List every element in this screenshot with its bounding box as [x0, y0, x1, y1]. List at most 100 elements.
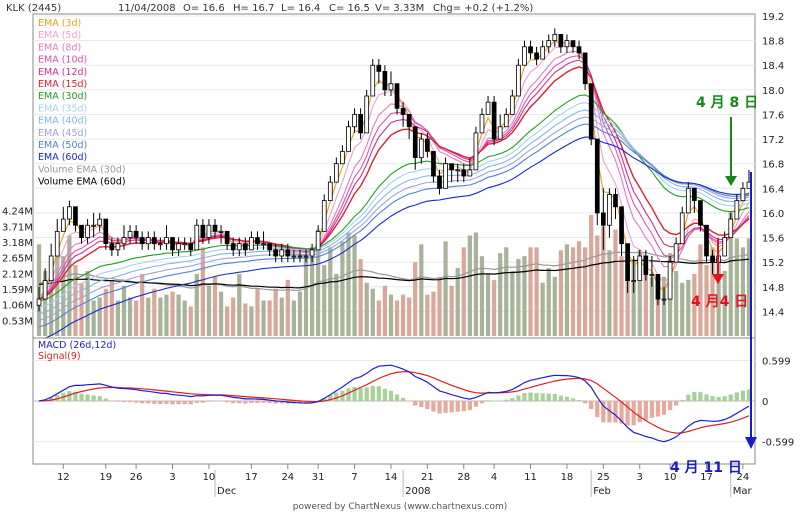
candle-body	[158, 243, 163, 246]
macd-tick-label: 0	[762, 397, 768, 408]
macd-histogram-bar	[176, 401, 181, 405]
macd-histogram-bar	[140, 401, 145, 404]
macd-histogram-bar	[182, 401, 187, 405]
volume-bar	[431, 291, 436, 336]
candle-body	[473, 132, 479, 171]
macd-histogram-bar	[206, 401, 212, 402]
volume-bar	[194, 273, 199, 336]
macd-histogram-bar	[455, 401, 460, 412]
volume-bar	[376, 300, 381, 336]
candle-body	[151, 237, 157, 245]
x-tick-label: 14	[385, 472, 398, 483]
candle-body	[479, 114, 485, 134]
candle-body	[619, 206, 624, 245]
volume-bar	[710, 247, 715, 336]
legend-entry: EMA (15d)	[38, 79, 87, 90]
volume-bar	[570, 247, 576, 336]
x-tick-label: 3	[169, 472, 175, 483]
volume-bar	[728, 211, 733, 336]
macd-histogram-bar	[570, 398, 576, 401]
candle-body	[425, 138, 430, 152]
macd-histogram-bar	[431, 401, 436, 412]
candle-body	[139, 237, 145, 245]
candle-body	[673, 243, 679, 263]
volume-bar	[491, 279, 497, 336]
macd-histogram-bar	[194, 401, 199, 403]
ema-line	[38, 55, 750, 300]
macd-histogram-bar	[522, 393, 527, 401]
volume-bar	[637, 250, 642, 336]
candle-body	[36, 298, 42, 306]
volume-bar	[91, 300, 96, 336]
volume-tick-label: 2.12M	[2, 269, 33, 280]
ema-line	[38, 123, 750, 328]
macd-histogram-bar	[540, 393, 545, 401]
candle-body	[297, 255, 303, 258]
price-tick-label: 18.4	[762, 61, 784, 72]
candle-body	[358, 114, 363, 134]
macd-histogram-bar	[746, 389, 752, 401]
macd-histogram-bar	[601, 401, 606, 423]
price-tick-label: 15.6	[762, 234, 784, 245]
macd-histogram-bar	[237, 401, 242, 404]
volume-ema-lines	[38, 251, 750, 292]
candle-body	[503, 114, 509, 128]
volume-bar	[473, 232, 479, 336]
candle-body	[376, 64, 382, 72]
candle-body	[491, 101, 497, 140]
volume-bar	[534, 247, 539, 336]
candle-body	[692, 187, 697, 202]
candle-body	[145, 237, 151, 245]
volume-bar	[400, 294, 406, 336]
candle-body	[48, 255, 54, 282]
macd-histogram-bar	[674, 401, 679, 406]
price-tick-label: 18.8	[762, 37, 784, 48]
candle-body	[558, 34, 564, 48]
x-axis: 12 19 26 3 10 17 24 31 7 14 21 28 4 11 18 25 3 10 17 24 Dec 2…	[33, 463, 755, 497]
candle-body	[655, 274, 661, 300]
candle-body	[334, 163, 339, 183]
macd-histogram-bar	[589, 401, 594, 410]
macd-histogram-bar	[613, 401, 618, 423]
candle-body	[455, 169, 461, 172]
macd-histogram-bar	[212, 401, 218, 402]
candle-body	[649, 274, 655, 276]
candle-body	[170, 237, 175, 251]
change-label: Chg= +0.2 (+1.2%)	[433, 3, 533, 14]
volume-bar	[467, 235, 472, 336]
candle-body	[194, 224, 200, 251]
volume-bar	[231, 297, 236, 336]
volume-y-axis: 4.24M 3.71M 3.18M 2.65M 2.12M 1.59M 1.06M 0.53M	[2, 207, 33, 328]
macd-tick-label: 0.599	[762, 356, 791, 367]
macd-histogram-bar	[170, 401, 175, 405]
volume-bar	[109, 279, 114, 336]
volume-bar	[133, 300, 139, 336]
volume-bar	[249, 306, 254, 336]
volume-bar	[303, 256, 309, 336]
macd-histogram-bar	[334, 392, 339, 401]
macd-histogram-bar	[534, 393, 539, 401]
candle-body	[679, 212, 685, 245]
candle-body	[582, 52, 588, 85]
price-tick-label: 16.8	[762, 160, 784, 171]
macd-histogram-bar	[516, 395, 521, 401]
candle-body	[740, 187, 746, 202]
candle-body	[97, 218, 103, 226]
macd-histogram-bar	[255, 401, 260, 403]
volume-bar	[564, 244, 570, 336]
volume-bar	[601, 226, 606, 336]
volume-bar	[261, 300, 266, 336]
macd-histogram-bar	[625, 401, 630, 426]
macd-histogram-bar	[546, 393, 551, 401]
macd-legend: MACD (26d,12d)Signal(9)	[38, 340, 116, 362]
candle-body	[285, 249, 291, 257]
candle-body	[67, 206, 72, 220]
macd-histogram-bar	[710, 396, 715, 401]
legend-entry: EMA (45d)	[38, 128, 87, 139]
volume-bar	[121, 285, 127, 336]
volume-bar	[698, 244, 703, 336]
x-tick-label: 4	[491, 472, 497, 483]
candle-body	[710, 255, 715, 263]
candle-body	[273, 249, 279, 257]
volume-bar	[182, 300, 187, 336]
